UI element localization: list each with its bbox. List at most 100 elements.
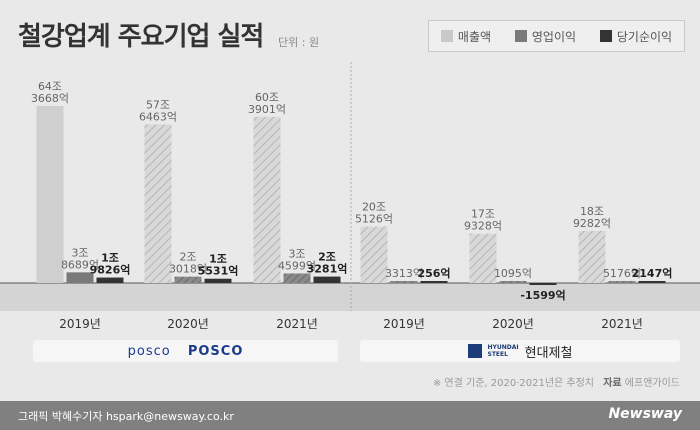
bar-0-4 xyxy=(469,233,497,283)
posco-logo: posco POSCO xyxy=(128,344,244,359)
data-label-0-0: 64조 3668억 xyxy=(31,80,69,105)
x-tick-label-4: 2020년 xyxy=(492,317,534,331)
data-label-line-0-3-1: 5126억 xyxy=(355,213,393,226)
legend-label-revenue: 매출액 xyxy=(457,29,492,44)
data-label-line-2-3-0: 256억 xyxy=(417,267,450,280)
data-label-line-1-0-1: 8689억 xyxy=(61,258,99,271)
posco-logo-bold: POSCO xyxy=(187,343,244,359)
data-label-2-3: 256억 xyxy=(417,267,450,280)
hyundai-name: 현대제철 xyxy=(524,345,573,361)
data-label-line-2-5-0: 2147억 xyxy=(632,267,673,280)
footnote-text: ※ 연결 기준, 2020·2021년은 추정치 xyxy=(432,378,595,389)
bar-2-2 xyxy=(313,276,341,283)
footer-credit: 그래픽 박혜수기자 hspark@newsway.co.kr xyxy=(18,410,234,423)
bar-0-5 xyxy=(578,230,606,283)
data-label-line-2-2-1: 3281억 xyxy=(307,263,348,276)
data-label-0-5: 18조 9282억 xyxy=(573,205,611,230)
x-tick-label-3: 2019년 xyxy=(383,317,425,331)
company-strip-hyundai: HYUNDAI STEEL 현대제철 xyxy=(360,340,680,362)
data-label-2-1: 1조 5531억 xyxy=(198,253,239,278)
data-label-line-0-0-1: 3668억 xyxy=(31,92,69,105)
data-label-line-0-0-0: 64조 xyxy=(38,80,62,93)
data-label-line-1-2-0: 3조 xyxy=(288,247,305,260)
hyundai-small-1: HYUNDAI xyxy=(487,344,519,351)
x-tick-label-1: 2020년 xyxy=(167,317,209,331)
source-label: 자료 xyxy=(603,378,622,389)
data-label-2-5: 2147억 xyxy=(632,267,673,280)
hyundai-small-text: HYUNDAI STEEL xyxy=(488,344,519,358)
legend-swatch-operating xyxy=(514,30,527,42)
legend-swatch-revenue xyxy=(440,30,453,42)
hyundai-small-2: STEEL xyxy=(487,351,508,358)
data-label-line-2-1-1: 5531억 xyxy=(198,265,239,278)
hyundai-mark-icon xyxy=(467,344,482,358)
data-label-1-3: 3313억 xyxy=(385,267,423,280)
data-label-line-0-4-0: 17조 xyxy=(471,208,495,221)
data-label-line-2-0-0: 1조 xyxy=(101,252,119,265)
data-label-line-2-2-0: 2조 xyxy=(318,251,336,264)
data-label-line-2-0-1: 9826억 xyxy=(90,264,131,277)
data-label-line-1-3-0: 3313억 xyxy=(385,267,423,280)
bar-1-5 xyxy=(608,281,636,283)
data-label-0-2: 60조 3901억 xyxy=(248,91,286,116)
bar-0-3 xyxy=(360,226,388,283)
data-label-line-0-5-1: 9282억 xyxy=(573,217,611,230)
data-label-line-1-2-1: 4599억 xyxy=(278,259,316,272)
data-label-line-1-1-1: 3018억 xyxy=(169,263,207,276)
legend-label-net: 당기순이익 xyxy=(616,29,673,44)
data-label-line-0-1-1: 6463억 xyxy=(139,110,177,123)
x-tick-label-2: 2021년 xyxy=(276,317,318,331)
data-label-line-1-5-0: 5176억 xyxy=(603,267,641,280)
data-label-1-2: 3조 4599억 xyxy=(278,247,316,272)
hyundai-logo: HYUNDAI STEEL 현대제철 xyxy=(467,342,573,361)
data-label-line-0-1-0: 57조 xyxy=(146,98,170,111)
data-label-1-4: 1095억 xyxy=(494,267,532,280)
posco-logo-text: posco xyxy=(127,343,171,359)
footer: 그래픽 박혜수기자 hspark@newsway.co.kr Newsway xyxy=(0,401,700,430)
bar-0-0 xyxy=(36,105,64,283)
negative-zone-band xyxy=(0,283,700,311)
footer-brand-logo: Newsway xyxy=(608,406,682,422)
bar-2-1 xyxy=(204,278,232,283)
legend-swatch-net xyxy=(599,30,612,42)
legend: 매출액 영업이익 당기순이익 xyxy=(428,20,685,52)
unit-label: 단위 : 원 xyxy=(278,36,320,49)
data-label-0-3: 20조 5126억 xyxy=(355,201,393,226)
footnote: ※ 연결 기준, 2020·2021년은 추정치 자료 에프앤가이드 xyxy=(433,374,680,389)
data-label-2-4: -1599억 xyxy=(520,289,565,302)
bar-1-3 xyxy=(390,281,418,283)
bar-2-3 xyxy=(420,281,448,283)
chart-title: 철강업계 주요기업 실적 xyxy=(18,22,264,52)
data-label-2-2: 2조 3281억 xyxy=(307,251,348,276)
bar-0-1 xyxy=(144,124,172,283)
legend-item-revenue: 매출액 xyxy=(440,28,492,45)
data-label-line-0-4-1: 9328억 xyxy=(464,220,502,233)
data-label-line-1-0-0: 3조 xyxy=(71,246,88,259)
bar-1-1 xyxy=(174,276,202,283)
bar-2-4 xyxy=(529,283,557,285)
legend-item-net: 당기순이익 xyxy=(599,28,673,45)
data-label-1-1: 2조 3018억 xyxy=(169,251,207,276)
bar-2-5 xyxy=(638,281,666,283)
data-label-1-0: 3조 8689억 xyxy=(61,246,99,271)
x-tick-label-5: 2021년 xyxy=(601,317,643,331)
source-name: 에프앤가이드 xyxy=(624,378,680,389)
bar-2-0 xyxy=(96,277,124,283)
company-strip-posco: posco POSCO xyxy=(33,340,338,362)
bar-1-2 xyxy=(283,273,311,283)
bar-1-0 xyxy=(66,272,94,283)
data-label-0-4: 17조 9328억 xyxy=(464,208,502,233)
data-label-line-1-4-0: 1095억 xyxy=(494,267,532,280)
x-tick-label-0: 2019년 xyxy=(59,317,101,331)
bar-1-4 xyxy=(499,281,527,283)
bar-0-2 xyxy=(253,116,281,284)
data-label-line-0-5-0: 18조 xyxy=(580,205,604,218)
data-label-2-0: 1조 9826억 xyxy=(90,252,131,277)
legend-item-operating: 영업이익 xyxy=(514,28,577,45)
data-label-1-5: 5176억 xyxy=(603,267,641,280)
data-label-line-2-1-0: 1조 xyxy=(209,253,227,266)
legend-label-operating: 영업이익 xyxy=(531,29,577,44)
